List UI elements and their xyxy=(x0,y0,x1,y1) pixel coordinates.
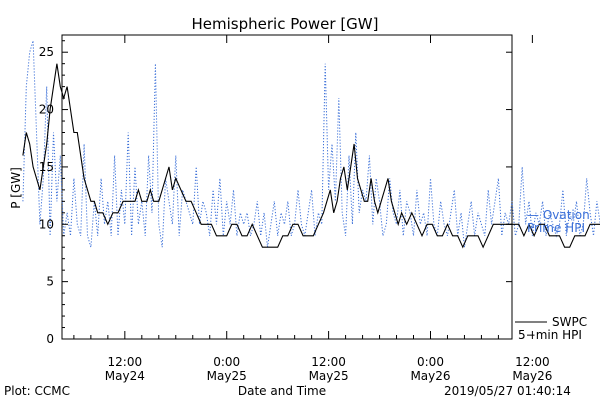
x-tick-date-label: May24 xyxy=(105,369,145,383)
footer-timestamp: 2019/05/27 01:40:14 xyxy=(444,384,571,398)
x-tick-time-label: 0:00 xyxy=(417,355,444,369)
x-tick-date-label: May26 xyxy=(512,369,552,383)
x-tick-time-label: 12:00 xyxy=(108,355,143,369)
legend: — Ovation Prime HPI SWPC 5−min HPI xyxy=(515,208,590,342)
y-tick-label: 25 xyxy=(39,45,54,59)
y-axis-label: P [GW] xyxy=(9,167,23,209)
swpc-series xyxy=(22,63,600,249)
chart-title: Hemispheric Power [GW] xyxy=(192,15,379,33)
y-tick-label: 10 xyxy=(39,217,54,231)
x-tick-time-label: 0:00 xyxy=(213,355,240,369)
x-tick-time-label: 12:00 xyxy=(311,355,346,369)
y-tick-label: 5 xyxy=(46,275,54,289)
x-axis-label: Date and Time xyxy=(238,384,326,398)
swpc-series-line xyxy=(22,63,600,249)
y-tick-label: 0 xyxy=(46,332,54,346)
plot-area xyxy=(61,34,513,340)
legend-ovation-line1: — Ovation xyxy=(527,208,590,222)
legend-ovation-line2: Prime HPI xyxy=(527,221,585,235)
footer-plot-credit: Plot: CCMC xyxy=(4,384,70,398)
plot-frame xyxy=(61,34,513,340)
legend-swpc-line1: SWPC xyxy=(552,315,587,329)
legend-swpc-line2: 5−min HPI xyxy=(518,328,582,342)
y-axis: 0 5 10 15 20 25 xyxy=(39,40,512,346)
ovation-prime-series xyxy=(22,40,600,248)
x-tick-time-label: 12:00 xyxy=(515,355,550,369)
x-axis: 12:00May240:00May2512:00May250:00May2612… xyxy=(73,35,552,383)
x-tick-date-label: May25 xyxy=(207,369,247,383)
y-tick-label: 20 xyxy=(39,103,54,117)
y-tick-label: 15 xyxy=(39,160,54,174)
ovation-series-line xyxy=(22,40,600,248)
x-tick-date-label: May26 xyxy=(410,369,450,383)
x-tick-date-label: May25 xyxy=(309,369,349,383)
